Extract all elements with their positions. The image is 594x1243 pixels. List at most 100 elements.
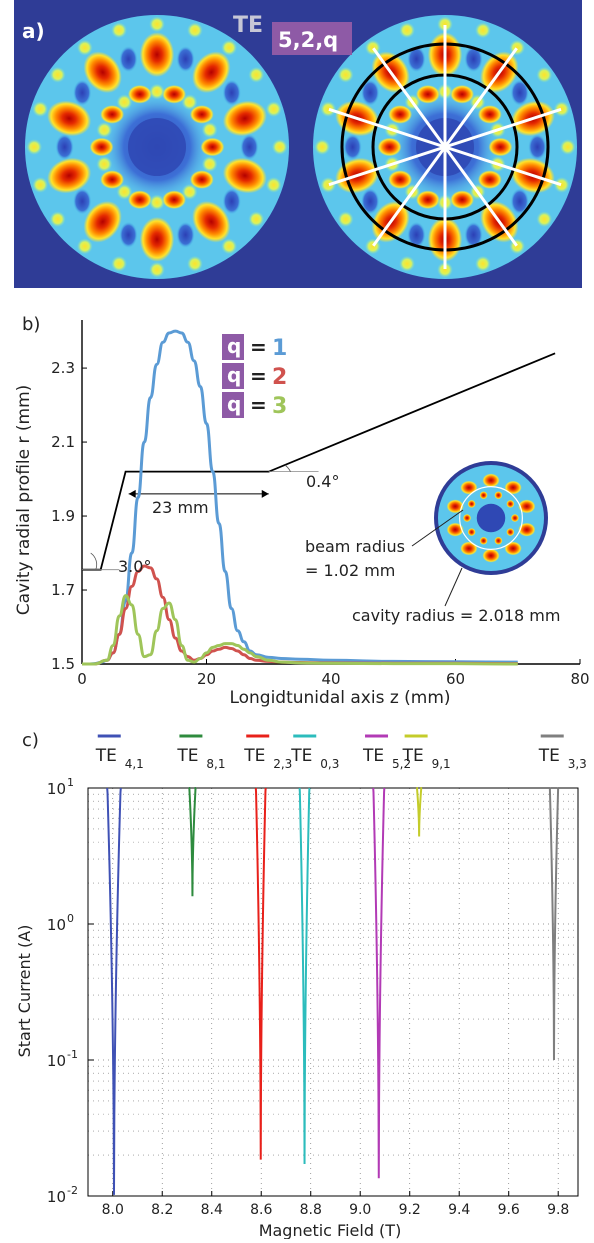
inset-hot-lobe [504, 480, 522, 495]
legend-value: 2 [272, 365, 287, 390]
taper-in-angle-label: 3.0° [118, 557, 151, 576]
length-arrow-head-left [128, 489, 136, 498]
rim-lobe [187, 22, 203, 39]
x-tick-label: 20 [197, 670, 216, 688]
chart-b-series [82, 329, 518, 666]
outer-cold-node [222, 79, 241, 106]
inner-hot-lobe [415, 85, 440, 104]
legend-key-q: q [227, 392, 241, 416]
outer-hot-lobe [139, 32, 175, 78]
outer-cold-node [407, 221, 426, 249]
mode-title-subscript: 5,2,q [278, 28, 338, 52]
rim-lobe [221, 238, 238, 255]
mode-label-name: TE [176, 746, 198, 766]
rim-lobe [26, 139, 43, 155]
inner-warm-lobe [96, 156, 113, 173]
outer-cold-node [176, 45, 195, 73]
inset-hot-lobe [460, 541, 478, 556]
inner-hot-lobe [162, 190, 187, 209]
inset-inner-lobe [467, 499, 476, 508]
inner-hot-lobe [127, 190, 152, 209]
rim-lobe [559, 139, 576, 155]
x-tick-label: 8.6 [250, 1202, 272, 1218]
mode-label-subscript: 5,2 [392, 757, 411, 771]
rim-lobe [437, 16, 453, 33]
inset-inner-lobe [494, 536, 503, 545]
outer-hot-lobe [83, 51, 122, 94]
inset-hot-lobe [504, 541, 522, 556]
mode-label-subscript: 4,1 [125, 757, 144, 771]
inner-warm-lobe [201, 156, 218, 173]
x-tick-label: 9.6 [498, 1202, 520, 1218]
length-arrow-head-right [261, 489, 269, 498]
rim-lobe [337, 211, 354, 228]
x-tick-label: 9.4 [448, 1202, 470, 1218]
inner-warm-lobe [149, 194, 165, 211]
mode-label-name: TE [538, 746, 560, 766]
chart-c-grid [88, 788, 578, 1197]
rim-lobe [265, 177, 282, 193]
rim-lobe [32, 101, 49, 117]
inner-hot-lobe [477, 105, 502, 124]
x-tick-label: 60 [446, 670, 465, 688]
chart-c-axes [87, 787, 579, 1197]
x-tick-label: 0 [77, 670, 87, 688]
outer-cold-node [361, 188, 380, 215]
inset-inner-lobe [506, 528, 515, 537]
y-tick-label-exponent: -1 [67, 1048, 78, 1061]
legend-key-q: q [227, 334, 241, 358]
y-tick-label: 2.3 [51, 359, 75, 377]
inner-warm-lobe [201, 121, 218, 138]
outer-cold-node [510, 188, 529, 215]
inner-warm-lobe [181, 183, 198, 200]
inner-hot-lobe [488, 137, 513, 157]
outer-hot-lobe [139, 216, 175, 262]
cavity-radius-label: cavity radius = 2.018 mm [352, 606, 560, 625]
mode-disc-left [25, 15, 289, 279]
rim-lobe [111, 22, 127, 39]
inset-inner-lobe [463, 514, 472, 522]
rim-lobe [111, 255, 127, 272]
inset-inner-lobe [494, 491, 503, 500]
y-tick-label-exponent: -2 [67, 1184, 78, 1197]
mode-label-name: TE [243, 746, 265, 766]
y-tick-label-base: 10 [47, 780, 66, 798]
resonance-curve-TE0-3 [298, 787, 311, 1164]
legend-equals: = [250, 364, 267, 388]
rim-lobe [536, 66, 553, 83]
mode-label-name: TE [95, 746, 117, 766]
rim-lobe [553, 177, 570, 193]
inner-hot-lobe [100, 105, 125, 124]
panel-a-label: a) [22, 19, 45, 43]
taper-out-arc [284, 464, 291, 472]
outer-cold-node [528, 133, 547, 161]
beam-radius-label-line1: beam radius [305, 537, 405, 556]
inner-hot-lobe [127, 85, 152, 104]
rim-lobe [221, 39, 238, 56]
inset-core [476, 503, 506, 533]
chart-c-y-axis-label: Start Current (A) [15, 925, 34, 1058]
mode-label-subscript: 2,3 [273, 757, 292, 771]
cavity-profile-chart: b) 0 20 40 60 801.51.71.92.12.3 q = 1q = 2q = 3 3.… [14, 314, 590, 708]
x-tick-label: 80 [570, 670, 589, 688]
plot-frame [87, 787, 579, 1197]
mode-label-name: TE [362, 746, 384, 766]
y-tick-label-base: 10 [47, 1188, 66, 1206]
resonance-curve-TE8-1 [188, 787, 197, 897]
inset-hot-lobe [518, 499, 536, 514]
outer-cold-node [361, 79, 380, 106]
outer-cold-node [510, 79, 529, 106]
legend-key-box [222, 392, 244, 418]
outer-hot-lobe [192, 200, 231, 243]
y-tick-label-exponent: 1 [67, 776, 74, 789]
inset-hot-lobe [446, 499, 464, 514]
inner-hot-lobe [200, 137, 225, 157]
field-node-overlay [328, 25, 562, 269]
legend-value: 3 [272, 394, 287, 419]
rim-lobe [337, 66, 354, 83]
resonance-curve-TE3-3 [548, 787, 560, 1061]
x-tick-label: 8.8 [300, 1202, 322, 1218]
rim-lobe [49, 66, 66, 83]
outer-cold-node [407, 45, 426, 73]
chart-b-annotations: 3.0° 0.4° 23 mm beam radius = 1.02 mm ca… [118, 472, 560, 625]
